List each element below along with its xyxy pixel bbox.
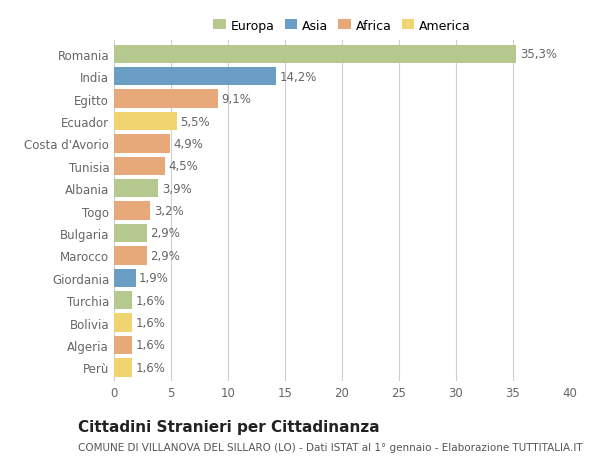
Bar: [114, 157, 166, 176]
Bar: [114, 45, 517, 64]
Text: 14,2%: 14,2%: [280, 71, 317, 84]
Text: 4,9%: 4,9%: [173, 138, 203, 151]
Legend: Europa, Asia, Africa, America: Europa, Asia, Africa, America: [211, 17, 473, 35]
Bar: [114, 179, 158, 198]
Bar: [114, 291, 132, 310]
Bar: [114, 135, 170, 153]
Bar: [114, 112, 176, 131]
Text: 1,6%: 1,6%: [136, 294, 166, 307]
Text: 1,9%: 1,9%: [139, 272, 169, 285]
Text: 1,6%: 1,6%: [136, 339, 166, 352]
Bar: [114, 224, 147, 243]
Text: 9,1%: 9,1%: [221, 93, 251, 106]
Text: 5,5%: 5,5%: [180, 115, 210, 128]
Bar: [114, 269, 136, 287]
Text: 1,6%: 1,6%: [136, 316, 166, 330]
Text: 3,9%: 3,9%: [162, 182, 191, 195]
Bar: [114, 336, 132, 354]
Bar: [114, 246, 147, 265]
Bar: [114, 202, 151, 220]
Text: 2,9%: 2,9%: [151, 249, 181, 262]
Bar: [114, 358, 132, 377]
Text: 3,2%: 3,2%: [154, 205, 184, 218]
Text: 2,9%: 2,9%: [151, 227, 181, 240]
Text: Cittadini Stranieri per Cittadinanza: Cittadini Stranieri per Cittadinanza: [78, 419, 380, 434]
Text: COMUNE DI VILLANOVA DEL SILLARO (LO) - Dati ISTAT al 1° gennaio - Elaborazione T: COMUNE DI VILLANOVA DEL SILLARO (LO) - D…: [78, 442, 583, 452]
Bar: [114, 68, 276, 86]
Text: 35,3%: 35,3%: [520, 48, 557, 61]
Text: 4,5%: 4,5%: [169, 160, 199, 173]
Bar: [114, 313, 132, 332]
Text: 1,6%: 1,6%: [136, 361, 166, 374]
Bar: [114, 90, 218, 109]
